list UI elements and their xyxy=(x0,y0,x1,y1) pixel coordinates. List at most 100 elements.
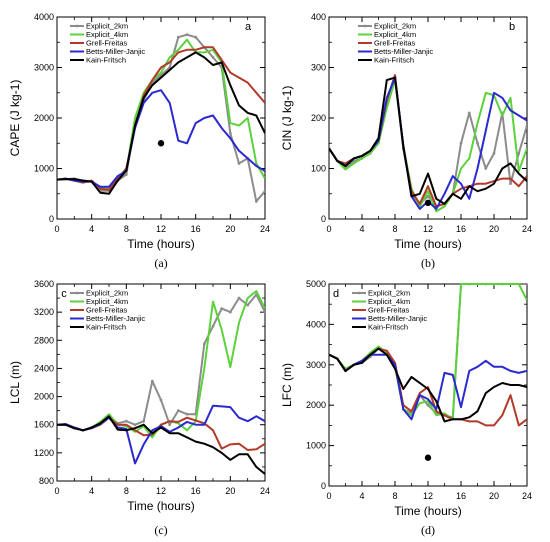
series-point xyxy=(254,199,258,203)
legend-entry: Explicit_2km xyxy=(368,289,410,298)
legend-entry: Explicit_4km xyxy=(86,297,128,306)
series-point xyxy=(194,35,198,39)
series-point xyxy=(492,151,496,155)
legend-marker xyxy=(75,24,79,28)
x-tick-label: 8 xyxy=(124,224,129,234)
x-tick-label: 16 xyxy=(456,491,466,501)
panel-caption: (d) xyxy=(421,523,435,537)
series-line-kain-fritsch xyxy=(329,76,527,205)
x-tick-label: 0 xyxy=(326,224,331,234)
legend-entry: Kain-Fritsch xyxy=(86,56,126,65)
y-tick-label: 2000 xyxy=(34,113,54,123)
legend-entry: Kain-Fritsch xyxy=(374,56,414,65)
y-tick-label: 400 xyxy=(311,12,326,22)
panel-letter: b xyxy=(509,21,515,33)
y-tick-label: 4000 xyxy=(34,12,54,22)
x-tick-label: 4 xyxy=(359,224,364,234)
x-tick-label: 24 xyxy=(260,224,270,234)
panel-caption: (c) xyxy=(154,523,167,537)
series-point xyxy=(263,189,265,193)
observation-point xyxy=(424,454,432,461)
series-point xyxy=(176,409,180,413)
series-point xyxy=(246,303,250,307)
panel-caption: (b) xyxy=(421,256,435,270)
series-line-kain-fritsch xyxy=(57,415,265,475)
series-point xyxy=(220,307,224,311)
panel-letter: c xyxy=(61,288,67,300)
x-tick-label: 0 xyxy=(54,486,59,496)
x-tick-label: 16 xyxy=(456,224,466,234)
legend-marker xyxy=(75,291,79,295)
series-point xyxy=(467,111,471,115)
x-axis-title: Time (hours) xyxy=(394,237,462,251)
x-tick-label: 12 xyxy=(423,224,433,234)
x-tick-label: 12 xyxy=(156,486,166,496)
legend: Explicit_2kmExplicit_4kmGrell-FreitasBet… xyxy=(70,22,145,65)
y-tick-label: 5000 xyxy=(306,279,326,289)
x-axis-title: Time (hours) xyxy=(394,504,462,518)
legend: Explicit_2kmExplicit_4kmGrell-FreitasBet… xyxy=(352,289,427,332)
x-tick-label: 12 xyxy=(423,491,433,501)
legend-entry: Betts-Miller-Janjic xyxy=(368,314,427,323)
legend-entry: Explicit_2km xyxy=(86,289,128,298)
series-point xyxy=(525,283,527,286)
y-tick-label: 3000 xyxy=(306,360,326,370)
series-point xyxy=(476,141,479,145)
legend-entry: Grell-Freitas xyxy=(374,39,416,48)
y-axis-title: CAPE (J kg-1) xyxy=(8,80,22,157)
legend-entry: Grell-Freitas xyxy=(86,39,128,48)
series-point xyxy=(185,33,189,37)
series-line-betts-miller-janjic xyxy=(57,404,265,465)
legend-entry: Explicit_2km xyxy=(86,22,128,31)
y-tick-label: 0 xyxy=(49,214,54,224)
series-group xyxy=(57,290,265,475)
y-tick-label: 1600 xyxy=(34,420,54,430)
series-line-grell-freitas xyxy=(57,416,265,451)
legend-entry: Explicit_2km xyxy=(374,22,416,31)
x-tick-label: 8 xyxy=(392,224,397,234)
y-tick-label: 2400 xyxy=(34,363,54,373)
legend-entry: Grell-Freitas xyxy=(368,306,410,315)
series-point xyxy=(237,296,241,300)
series-line-betts-miller-janjic xyxy=(57,89,265,188)
panel-a: 0 4 8 12 16 20 24 0 1000 2000 3000 4000 Time (hours)… xyxy=(8,12,270,270)
panel-b: 0 4 8 12 16 20 24 0 100 200 300 400 Time (hours) CIN … xyxy=(280,12,532,270)
y-tick-label: 2000 xyxy=(306,400,326,410)
legend-marker xyxy=(363,24,367,28)
x-tick-label: 20 xyxy=(489,491,499,501)
legend-entry: Explicit_4km xyxy=(368,297,410,306)
y-tick-label: 1000 xyxy=(34,164,54,174)
series-point xyxy=(133,423,137,427)
x-tick-label: 4 xyxy=(89,224,94,234)
series-line-betts-miller-janjic xyxy=(329,353,527,421)
legend-entry: Betts-Miller-Janjic xyxy=(86,47,145,56)
y-axis-title: LCL (m) xyxy=(8,361,22,404)
series-point xyxy=(237,162,241,165)
y-tick-label: 3000 xyxy=(34,63,54,73)
series-group xyxy=(329,74,527,213)
series-point xyxy=(176,35,180,39)
x-tick-label: 24 xyxy=(522,224,532,234)
y-tick-label: 4000 xyxy=(306,319,326,329)
series-line-grell-freitas xyxy=(57,46,265,191)
series-line-grell-freitas xyxy=(329,347,527,427)
series-point xyxy=(517,151,521,155)
x-tick-label: 24 xyxy=(522,491,532,501)
x-tick-label: 24 xyxy=(260,486,270,496)
x-tick-label: 16 xyxy=(191,224,201,234)
y-tick-label: 0 xyxy=(321,214,326,224)
series-line-explicit_2km xyxy=(329,283,527,419)
series-line-explicit_4km xyxy=(329,79,527,213)
series-point xyxy=(150,379,154,383)
series-point xyxy=(263,310,265,314)
legend-entry: Betts-Miller-Janjic xyxy=(374,47,433,56)
panel-d: 0 4 8 12 16 20 24 0 1000 2000 3000 4000 5000 Time (ho… xyxy=(280,279,532,537)
legend: Explicit_2kmExplicit_4kmGrell-FreitasBet… xyxy=(70,289,145,332)
y-tick-label: 2000 xyxy=(34,392,54,402)
x-axis-title: Time (hours) xyxy=(127,499,195,513)
series-point xyxy=(124,419,128,423)
series-point xyxy=(124,173,128,176)
x-tick-label: 16 xyxy=(191,486,201,496)
series-point xyxy=(426,194,430,198)
series-point xyxy=(185,412,189,416)
